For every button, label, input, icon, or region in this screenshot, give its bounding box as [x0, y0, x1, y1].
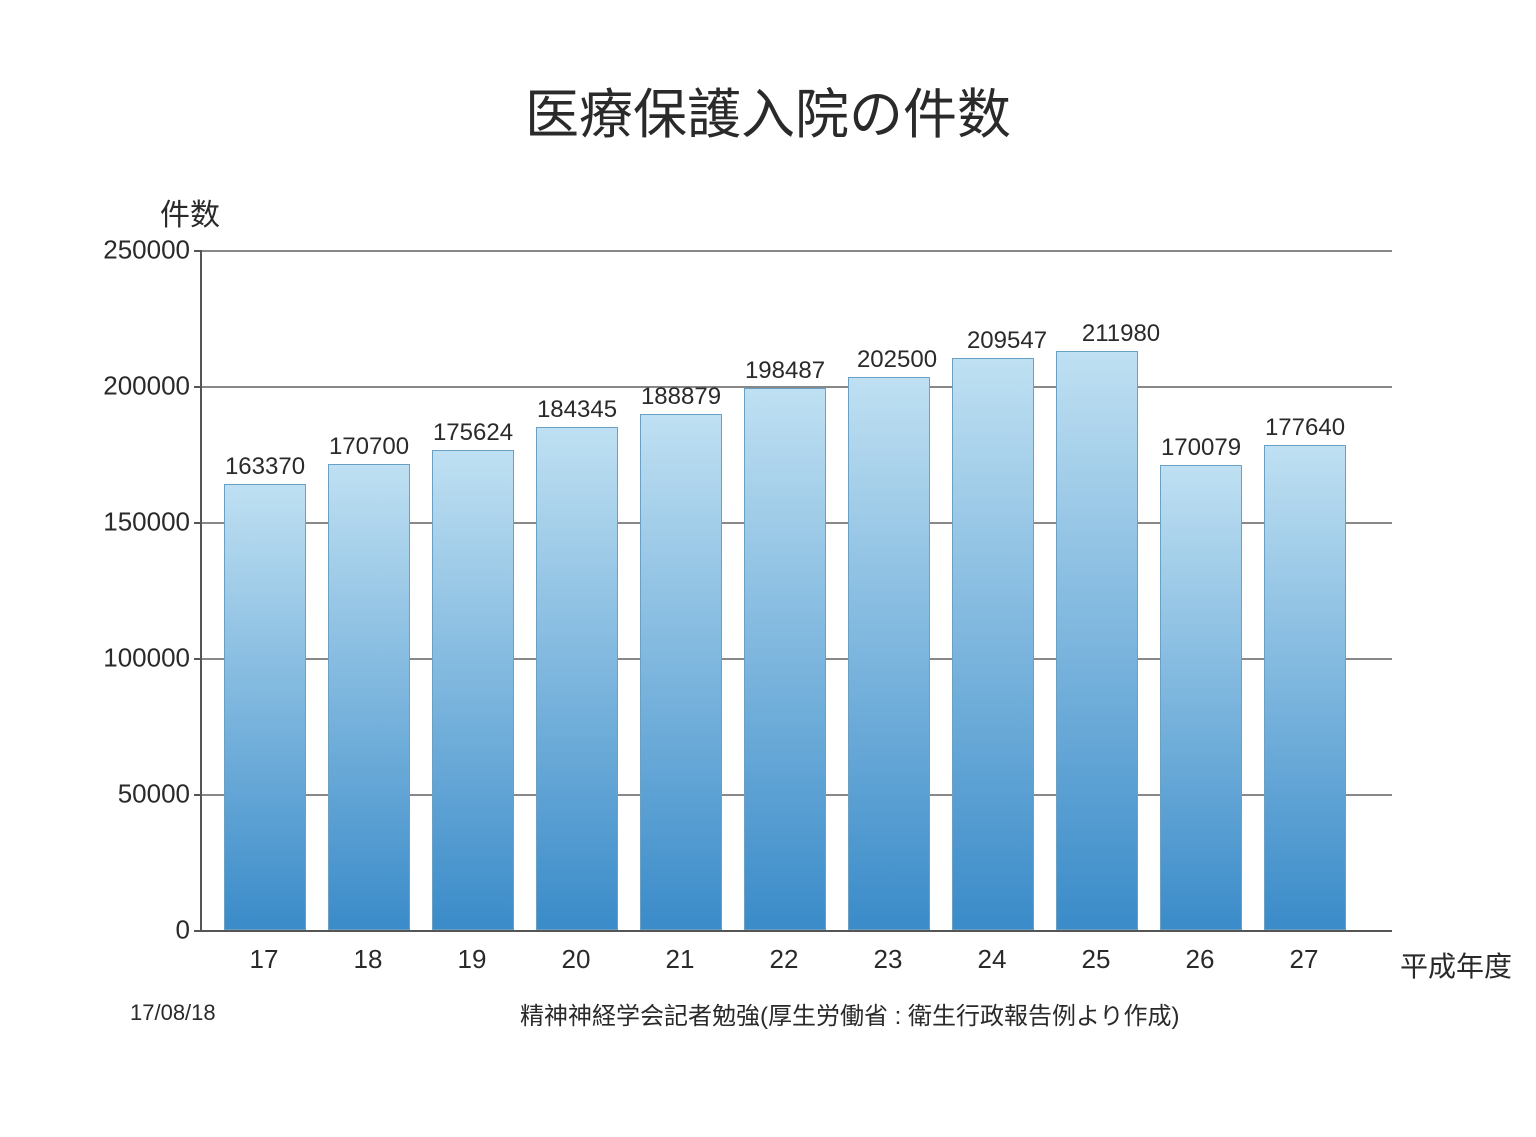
bar: 188879 — [640, 414, 722, 930]
x-tick-label: 27 — [1290, 930, 1319, 975]
page: 医療保護入院の件数 件数 050000100000150000200000250… — [0, 0, 1536, 1137]
footer-source: 精神神経学会記者勉強(厚生労働省 : 衛生行政報告例より作成) — [520, 996, 1180, 1031]
bar: 177640 — [1264, 445, 1346, 930]
y-tick-label: 200000 — [103, 371, 202, 402]
x-tick-label: 19 — [458, 930, 487, 975]
x-tick-label: 21 — [666, 930, 695, 975]
x-tick-label: 24 — [978, 930, 1007, 975]
x-tick-label: 17 — [250, 930, 279, 975]
y-tick-label: 50000 — [118, 779, 202, 810]
bar-value-label: 184345 — [537, 396, 617, 428]
bar: 211980 — [1056, 351, 1138, 930]
bar-value-label: 163370 — [225, 453, 305, 485]
bar-value-label: 198487 — [745, 357, 825, 389]
y-tick-label: 150000 — [103, 507, 202, 538]
plot-area: 0500001000001500002000002500001633701717… — [200, 250, 1392, 932]
x-tick-label: 22 — [770, 930, 799, 975]
bar-value-label: 202500 — [857, 346, 937, 378]
x-tick-label: 20 — [562, 930, 591, 975]
bar: 170700 — [328, 464, 410, 930]
x-tick-label: 23 — [874, 930, 903, 975]
x-tick-label: 26 — [1186, 930, 1215, 975]
bar: 209547 — [952, 358, 1034, 930]
bar-value-label: 170079 — [1161, 434, 1241, 466]
bar: 175624 — [432, 450, 514, 930]
footer-date: 17/08/18 — [130, 1000, 216, 1026]
bar: 198487 — [744, 388, 826, 930]
bar: 202500 — [848, 377, 930, 930]
bar: 184345 — [536, 427, 618, 930]
x-tick-label: 18 — [354, 930, 383, 975]
bar-value-label: 175624 — [433, 419, 513, 451]
bar: 163370 — [224, 484, 306, 930]
y-tick-label: 250000 — [103, 235, 202, 266]
bar-value-label: 188879 — [641, 383, 721, 415]
y-axis-label: 件数 — [160, 190, 220, 234]
bar-value-label: 211980 — [1082, 320, 1160, 352]
x-tick-label: 25 — [1082, 930, 1111, 975]
x-axis-label: 平成年度 — [1400, 945, 1512, 985]
bar-value-label: 170700 — [329, 433, 409, 465]
chart-title: 医療保護入院の件数 — [0, 70, 1536, 149]
bar-value-label: 209547 — [967, 327, 1047, 359]
y-tick-label: 0 — [176, 915, 202, 946]
y-tick-label: 100000 — [103, 643, 202, 674]
bar: 170079 — [1160, 465, 1242, 930]
gridline — [202, 250, 1392, 252]
bar-value-label: 177640 — [1265, 414, 1345, 446]
